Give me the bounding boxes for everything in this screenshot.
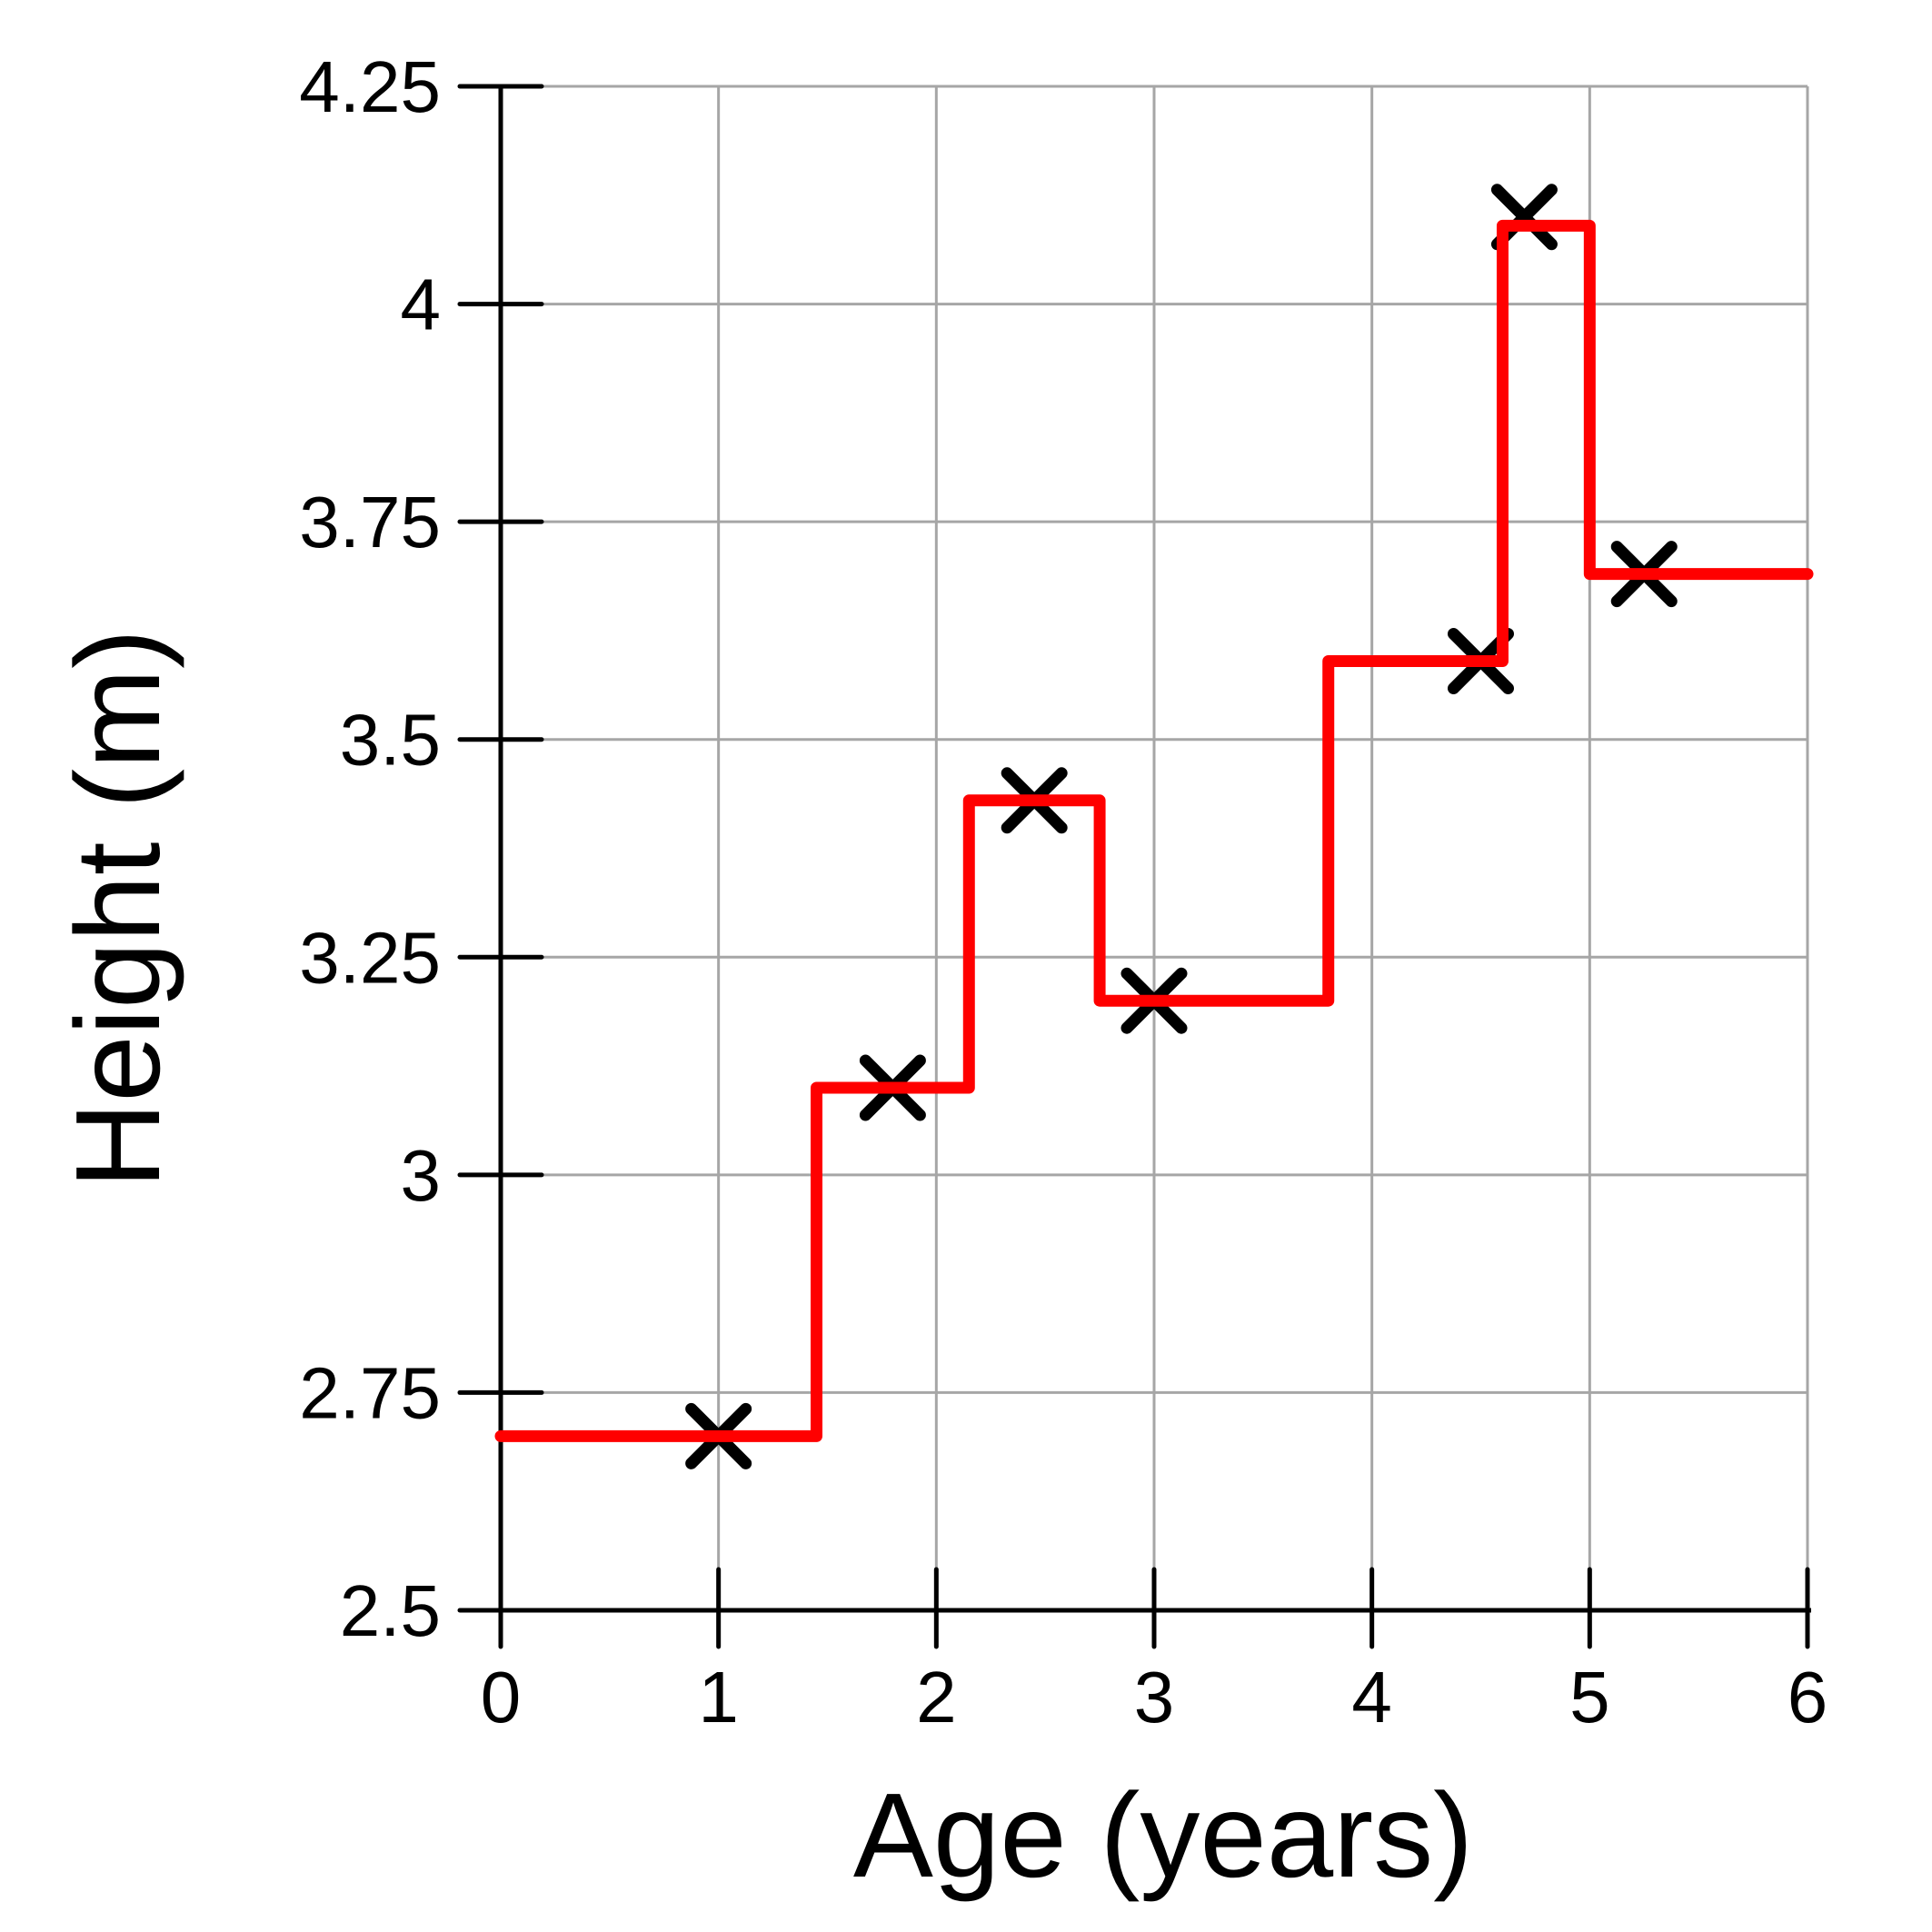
- series: [494, 184, 1814, 1469]
- y-tick-label: 3.5: [340, 700, 441, 781]
- x-tick-label: 4: [1351, 1657, 1392, 1738]
- axes: [460, 86, 1811, 1647]
- x-axis-label: Age (years): [853, 1768, 1473, 1902]
- y-tick-label: 3.25: [299, 917, 441, 998]
- x-tick-label: 1: [698, 1657, 739, 1738]
- y-tick-label: 4.25: [299, 46, 441, 127]
- y-tick-label: 2.5: [340, 1570, 441, 1651]
- y-axis-label: Height (m): [51, 629, 184, 1189]
- x-tick-label: 3: [1134, 1657, 1175, 1738]
- x-ticks: 0 1 2 3 4 5 6: [481, 1567, 1828, 1738]
- y-tick-label: 3: [401, 1135, 442, 1216]
- x-tick-label: 6: [1788, 1657, 1828, 1738]
- x-tick-label: 5: [1569, 1657, 1610, 1738]
- grid: [501, 85, 1809, 1610]
- y-tick-label: 3.75: [299, 482, 441, 563]
- y-tick-label: 2.75: [299, 1352, 441, 1433]
- y-ticks: 2.5 2.75 3 3.25 3.5 3.75 4 4.25: [299, 46, 544, 1651]
- x-tick-label: 0: [481, 1657, 522, 1738]
- step-line: [494, 219, 1814, 1442]
- x-tick-label: 2: [916, 1657, 957, 1738]
- y-tick-label: 4: [401, 264, 442, 345]
